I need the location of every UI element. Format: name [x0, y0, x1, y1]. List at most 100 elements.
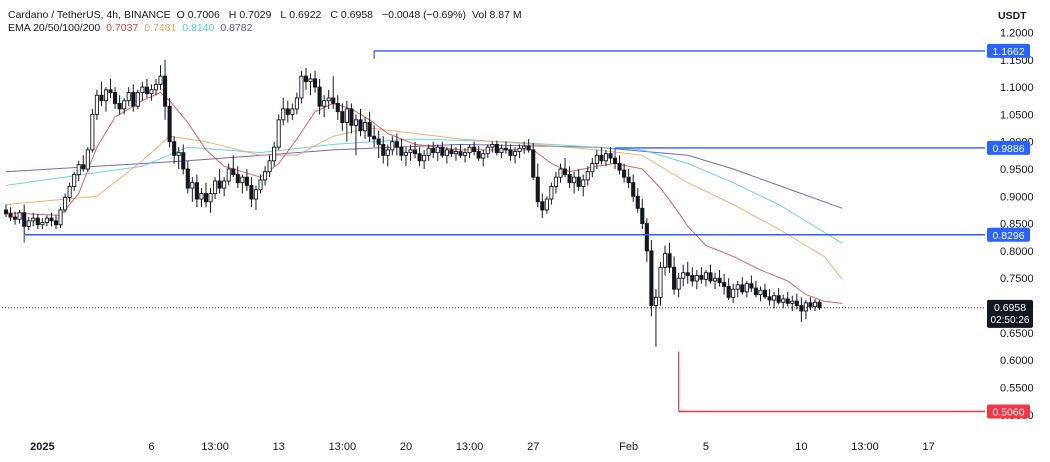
candle-body	[240, 176, 245, 184]
candle-body	[781, 298, 786, 303]
candle-body	[462, 152, 468, 156]
candle-body	[803, 302, 808, 312]
candle-body	[190, 182, 195, 189]
candle-body	[785, 298, 790, 304]
y-tick-label: 0.8000	[1000, 246, 1034, 258]
candle-body	[85, 149, 90, 170]
level-price-tag	[987, 140, 1030, 155]
ema-label: EMA 20/50/100/200	[8, 22, 101, 34]
candle-body	[558, 168, 563, 178]
candle-body	[181, 152, 186, 170]
candle-body	[422, 154, 427, 162]
candle-body	[185, 168, 190, 189]
candle-body	[349, 108, 354, 126]
candle-body	[231, 168, 236, 175]
candle-body	[135, 92, 140, 107]
candle-body	[576, 176, 581, 187]
x-tick-label: 6	[148, 441, 154, 453]
candle-body	[394, 141, 399, 148]
candle-body	[503, 147, 509, 151]
candle-body	[167, 105, 172, 143]
candle-body	[203, 193, 209, 203]
candle-body	[126, 92, 131, 102]
x-tick-label: 27	[527, 441, 539, 453]
candle-body	[76, 164, 81, 175]
candle-body	[481, 153, 486, 159]
candle-body	[590, 163, 595, 173]
candle-body	[712, 277, 718, 282]
candle-body	[631, 182, 636, 197]
candle-body	[726, 285, 731, 298]
candle-body	[685, 272, 690, 276]
candle-body	[458, 151, 463, 156]
candle-body	[662, 253, 668, 268]
candle-body	[290, 108, 295, 115]
candle-body	[267, 160, 272, 173]
candle-body	[608, 153, 613, 159]
candle-body	[749, 283, 754, 289]
candle-body	[617, 163, 622, 171]
candle-body	[540, 201, 545, 211]
legend-ohlc: Cardano / TetherUS, 4h, BINANCE O 0.7006 …	[8, 9, 528, 21]
candle-body	[758, 289, 763, 296]
candle-body	[544, 198, 549, 211]
candle-body	[299, 75, 304, 99]
candle-body	[653, 296, 658, 306]
candle-body	[494, 143, 499, 154]
candle-body	[567, 174, 572, 184]
candle-body	[817, 301, 822, 309]
candle-body	[753, 287, 758, 296]
candle-body	[526, 145, 531, 151]
candle-body	[249, 184, 254, 200]
candle-body	[431, 147, 436, 154]
ema200-value: 0.8782	[220, 22, 253, 34]
candle-body	[244, 176, 249, 186]
candle-body	[344, 108, 349, 124]
candle-body	[108, 89, 113, 93]
candle-body	[72, 174, 77, 187]
candle-body	[644, 223, 649, 252]
candle-body	[35, 217, 40, 226]
x-tick-label: 20	[400, 441, 412, 453]
candle-body	[3, 209, 9, 215]
candle-body	[626, 176, 631, 184]
candle-body	[444, 149, 449, 156]
candle-body	[562, 168, 568, 175]
candle-body	[381, 143, 386, 156]
candle-body	[472, 146, 477, 152]
y-tick-label: 1.1000	[1000, 82, 1034, 94]
candle-body	[49, 217, 54, 222]
candle-body	[217, 180, 222, 189]
candle-body	[17, 212, 22, 220]
x-tick-label: 13:00	[456, 441, 484, 453]
x-tick-label: 13:00	[851, 441, 879, 453]
bar-countdown-label: 02:50:26	[991, 315, 1030, 326]
candle-body	[226, 168, 231, 182]
candle-body	[699, 275, 704, 280]
candle-body	[122, 100, 127, 110]
x-tick-label: 13:00	[201, 441, 229, 453]
candle-body	[740, 284, 745, 293]
y-tick-label: 1.2000	[1000, 27, 1034, 39]
ema20-line	[5, 91, 843, 304]
ema100-value: 0.8140	[182, 22, 215, 34]
x-tick-label: 10	[795, 441, 807, 453]
candle-body	[531, 149, 536, 178]
candle-body	[703, 272, 708, 280]
candle-body	[731, 288, 736, 298]
candle-body	[131, 92, 136, 107]
candle-body	[467, 146, 472, 154]
candle-body	[44, 217, 49, 223]
y-tick-label: 0.9000	[1000, 191, 1034, 203]
candle-body	[449, 149, 454, 155]
candle-body	[408, 149, 413, 154]
level-price-label: 0.9886	[992, 143, 1024, 155]
candle-body	[476, 151, 481, 159]
candle-body	[426, 147, 431, 156]
candle-body	[367, 122, 372, 137]
candle-body	[94, 94, 99, 115]
candle-body	[40, 222, 45, 226]
open-value: O 0.7006	[176, 9, 220, 21]
